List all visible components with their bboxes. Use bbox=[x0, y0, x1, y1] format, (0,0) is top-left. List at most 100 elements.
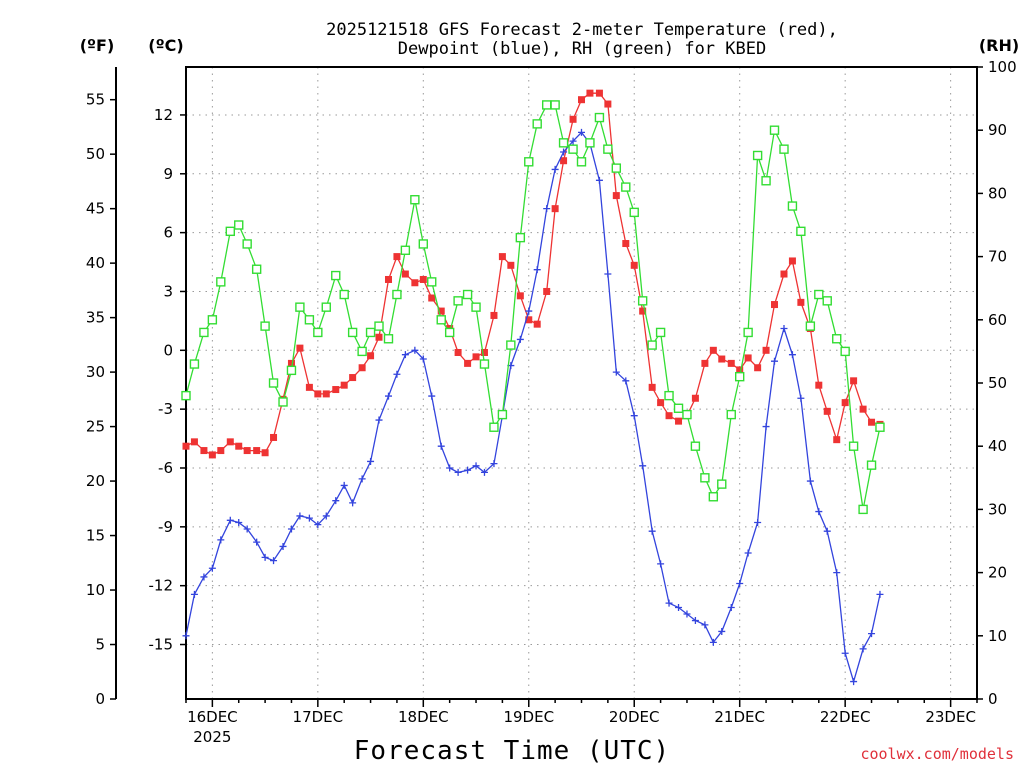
2-meter-temperature-point bbox=[428, 294, 436, 302]
dewpoint-point bbox=[560, 148, 568, 156]
rh-point bbox=[181, 390, 191, 401]
dewpoint-point bbox=[270, 557, 278, 565]
2-meter-temperature-point bbox=[736, 366, 744, 374]
dewpoint-line bbox=[185, 131, 881, 684]
fahrenheit-tick-label: 35 bbox=[86, 309, 105, 327]
rh-point bbox=[621, 182, 631, 192]
2-meter-temperature-point bbox=[332, 386, 340, 394]
rh-tick-label: 90 bbox=[988, 121, 1007, 139]
dewpoint-point bbox=[305, 514, 313, 522]
dewpoint-point bbox=[823, 527, 831, 535]
dewpoint-point bbox=[480, 468, 488, 476]
dewpoint-point bbox=[876, 590, 884, 598]
celsius-axis-label: (ºC) bbox=[148, 36, 183, 55]
dewpoint-point bbox=[296, 512, 304, 520]
fahrenheit-tick-label: 45 bbox=[86, 200, 105, 218]
rh-point bbox=[568, 144, 578, 154]
2-meter-temperature-point bbox=[604, 100, 612, 108]
2-meter-temperature-point bbox=[498, 253, 506, 261]
dewpoint-point bbox=[411, 346, 419, 354]
2-meter-temperature-point bbox=[841, 399, 849, 407]
rh-point bbox=[207, 315, 218, 325]
dewpoint-point bbox=[815, 508, 823, 516]
2-meter-temperature-point bbox=[569, 115, 577, 123]
rh-point bbox=[655, 327, 666, 338]
dewpoint-point bbox=[243, 525, 251, 533]
rh-point bbox=[400, 245, 411, 255]
rh-point bbox=[357, 346, 367, 357]
rh-point bbox=[866, 460, 877, 470]
tick-labels: 0510152025303540455055-15-12-9-6-3036912… bbox=[86, 58, 1017, 746]
rh-point bbox=[331, 270, 341, 281]
rh-point bbox=[805, 321, 816, 331]
dewpoint-point bbox=[691, 617, 699, 625]
dewpoint-point bbox=[208, 564, 216, 572]
dewpoint-point bbox=[595, 176, 603, 184]
2-meter-temperature-point bbox=[516, 292, 524, 300]
2-meter-temperature-point bbox=[701, 359, 709, 367]
celsius-tick-label: 9 bbox=[163, 165, 173, 183]
dewpoint-point bbox=[630, 412, 638, 420]
2-meter-temperature-point bbox=[578, 96, 585, 104]
2-meter-temperature-point bbox=[411, 279, 419, 287]
axes bbox=[110, 66, 983, 707]
dewpoint-point bbox=[182, 632, 190, 640]
2-meter-temperature-point bbox=[507, 261, 515, 269]
rh-point bbox=[410, 195, 420, 205]
rh-point bbox=[524, 157, 534, 167]
dewpoint-point bbox=[525, 307, 533, 315]
rh-point bbox=[717, 479, 727, 489]
dewpoint-point bbox=[754, 518, 762, 526]
2-meter-temperature-point bbox=[190, 438, 198, 446]
rh-point bbox=[216, 277, 226, 287]
rh-point bbox=[462, 289, 473, 300]
dewpoint-point bbox=[226, 516, 234, 524]
dewpoint-point bbox=[833, 569, 841, 577]
rh-point bbox=[392, 289, 402, 300]
2-meter-temperature-point bbox=[762, 346, 770, 354]
dewpoint-point bbox=[235, 518, 243, 526]
2-meter-temperature-point bbox=[419, 275, 427, 283]
fahrenheit-tick-label: 25 bbox=[86, 418, 105, 436]
fahrenheit-tick-label: 30 bbox=[86, 363, 105, 381]
2-meter-temperature-point bbox=[718, 355, 726, 363]
rh-point bbox=[752, 150, 763, 161]
2-meter-temperature-point bbox=[788, 257, 796, 265]
2-meter-temperature-point bbox=[464, 359, 472, 367]
rh-point bbox=[541, 100, 552, 110]
2-meter-temperature-point bbox=[340, 381, 348, 389]
rh-point bbox=[682, 409, 692, 420]
fahrenheit-tick-label: 10 bbox=[86, 581, 105, 599]
dewpoint-point bbox=[709, 638, 717, 646]
celsius-tick-label: -6 bbox=[158, 459, 173, 477]
rh-point bbox=[832, 334, 842, 344]
rh-point bbox=[814, 289, 824, 300]
chart-title: 2025121518 GFS Forecast 2-meter Temperat… bbox=[326, 20, 838, 40]
2-meter-temperature-point bbox=[305, 383, 313, 391]
rh-point bbox=[506, 340, 516, 350]
dewpoint-point bbox=[850, 678, 858, 686]
2-meter-temperature-point bbox=[226, 438, 234, 446]
2-meter-temperature-point bbox=[780, 270, 788, 278]
x-tick-label: 23DEC bbox=[925, 708, 976, 726]
rh-point bbox=[840, 346, 850, 357]
dewpoint-point bbox=[472, 462, 480, 470]
rh-point bbox=[304, 315, 315, 325]
dewpoint-point bbox=[428, 392, 436, 400]
2-meter-temperature-point bbox=[622, 240, 630, 248]
rh-point bbox=[848, 441, 859, 451]
2-meter-temperature-point bbox=[296, 344, 304, 352]
rh-point bbox=[374, 321, 384, 331]
rh-point bbox=[769, 125, 780, 135]
rh-point bbox=[321, 302, 331, 312]
2-meter-temperature-point bbox=[235, 442, 243, 450]
2-meter-temperature-point bbox=[384, 275, 392, 283]
rh-point bbox=[779, 144, 789, 154]
x-tick-label: 19DEC bbox=[503, 708, 554, 726]
dewpoint-point bbox=[683, 610, 691, 618]
2-meter-temperature-point bbox=[771, 301, 779, 309]
2-meter-temperature-point bbox=[595, 89, 603, 97]
dewpoint-point bbox=[859, 645, 867, 653]
2-meter-temperature-point bbox=[270, 433, 278, 441]
